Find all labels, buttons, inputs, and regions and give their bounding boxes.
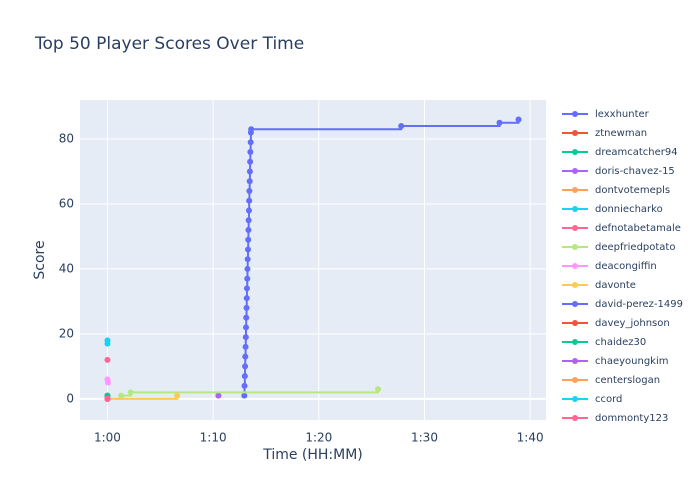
data-point xyxy=(243,295,250,302)
data-point xyxy=(246,168,253,175)
data-point xyxy=(241,392,248,399)
data-point xyxy=(245,226,252,233)
legend-marker xyxy=(572,206,578,212)
x-axis-title: Time (HH:MM) xyxy=(262,447,363,463)
legend-marker xyxy=(572,244,578,250)
data-point xyxy=(127,389,134,396)
data-point xyxy=(242,353,249,360)
x-tick-label: 1:20 xyxy=(305,431,332,445)
y-tick-label: 80 xyxy=(59,131,74,145)
legend-marker xyxy=(572,396,578,402)
data-point xyxy=(242,334,249,341)
y-tick-label: 20 xyxy=(59,326,74,340)
legend-label[interactable]: ccord xyxy=(595,394,622,405)
legend-label[interactable]: ztnewman xyxy=(595,128,647,139)
data-point xyxy=(243,324,250,331)
data-point xyxy=(246,178,253,185)
data-point xyxy=(246,197,253,204)
legend-marker xyxy=(572,130,578,136)
legend-label[interactable]: doris-chavez-15 xyxy=(595,166,675,177)
data-point xyxy=(243,285,250,292)
data-point xyxy=(244,275,251,282)
data-point xyxy=(241,373,248,380)
x-tick-label: 1:40 xyxy=(517,431,544,445)
legend-label[interactable]: dommonty123 xyxy=(595,413,668,424)
legend-label[interactable]: deepfriedpotato xyxy=(595,242,675,253)
legend-marker xyxy=(572,225,578,231)
data-point xyxy=(398,122,405,129)
data-point xyxy=(118,392,125,399)
legend-marker xyxy=(572,339,578,345)
data-point xyxy=(104,395,111,402)
data-point xyxy=(243,314,250,321)
legend-marker xyxy=(572,263,578,269)
data-point xyxy=(105,379,112,386)
legend-label[interactable]: chaeyoungkim xyxy=(595,356,669,367)
data-point xyxy=(515,116,522,123)
legend-marker xyxy=(572,282,578,288)
data-point xyxy=(104,340,111,347)
data-point xyxy=(243,304,250,311)
legend-marker xyxy=(572,168,578,174)
legend-marker xyxy=(572,301,578,307)
legend-label[interactable]: defnotabetamale xyxy=(595,223,681,234)
data-point xyxy=(247,148,254,155)
y-tick-label: 60 xyxy=(59,196,74,210)
data-point xyxy=(174,392,181,399)
data-point xyxy=(245,246,252,253)
data-point xyxy=(241,382,248,389)
legend-marker xyxy=(572,320,578,326)
data-point xyxy=(248,126,255,133)
data-point xyxy=(374,386,381,393)
data-point xyxy=(246,187,253,194)
plot-area xyxy=(80,100,546,420)
legend-marker xyxy=(572,415,578,421)
data-point xyxy=(247,158,254,165)
legend-label[interactable]: lexxhunter xyxy=(595,109,650,120)
legend-label[interactable]: dreamcatcher94 xyxy=(595,147,678,158)
legend-label[interactable]: david-perez-1499 xyxy=(595,299,683,310)
legend-label[interactable]: centerslogan xyxy=(595,375,660,386)
y-axis-title: Score xyxy=(32,240,48,279)
data-point xyxy=(104,356,111,363)
data-point xyxy=(247,139,254,146)
x-tick-label: 1:10 xyxy=(200,431,227,445)
legend-label[interactable]: deacongiffin xyxy=(595,261,657,272)
legend-marker xyxy=(572,377,578,383)
legend-label[interactable]: chaidez30 xyxy=(595,337,646,348)
data-point xyxy=(215,392,222,399)
data-point xyxy=(242,343,249,350)
legend-marker xyxy=(572,149,578,155)
data-point xyxy=(244,256,251,263)
data-point xyxy=(496,119,503,126)
legend[interactable]: lexxhunter ztnewman dreamcatcher94 doris-ch… xyxy=(562,109,683,424)
chart-title: Top 50 Player Scores Over Time xyxy=(34,34,304,54)
data-point xyxy=(244,265,251,272)
data-point xyxy=(245,236,252,243)
legend-label[interactable]: davonte xyxy=(595,280,636,291)
x-tick-label: 1:00 xyxy=(94,431,121,445)
data-point xyxy=(245,207,252,214)
legend-label[interactable]: davey_johnson xyxy=(595,318,670,329)
x-tick-label: 1:30 xyxy=(411,431,438,445)
legend-label[interactable]: donniecharko xyxy=(595,204,663,215)
legend-marker xyxy=(572,187,578,193)
legend-marker xyxy=(572,111,578,117)
legend-label[interactable]: dontvotemepls xyxy=(595,185,670,196)
data-point xyxy=(245,217,252,224)
legend-marker xyxy=(572,358,578,364)
plot xyxy=(104,116,522,402)
grid xyxy=(80,100,546,420)
y-tick-label: 40 xyxy=(59,261,74,275)
data-point xyxy=(242,363,249,370)
y-tick-label: 0 xyxy=(66,391,74,405)
